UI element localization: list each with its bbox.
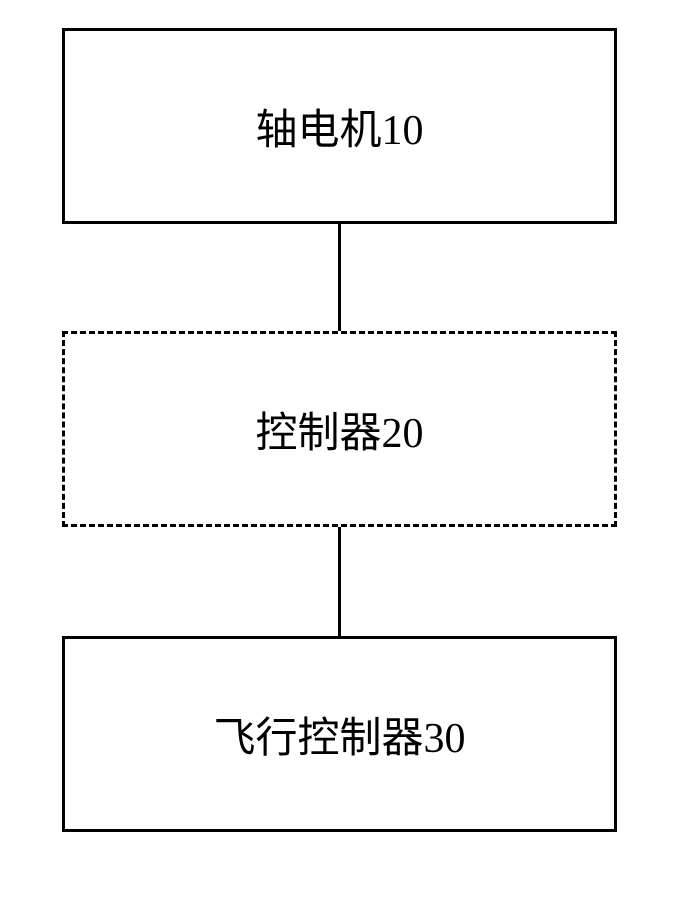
node-axis-motor-label: 轴电机10 bbox=[255, 96, 423, 157]
node-controller-label: 控制器20 bbox=[255, 399, 423, 460]
flowchart-diagram: 轴电机10 控制器20 飞行控制器30 bbox=[0, 0, 681, 911]
edge-motor-to-controller bbox=[338, 224, 341, 331]
edge-controller-to-flight-controller bbox=[338, 527, 341, 636]
node-axis-motor: 轴电机10 bbox=[62, 28, 617, 224]
node-flight-controller-label: 飞行控制器30 bbox=[213, 704, 465, 765]
node-flight-controller: 飞行控制器30 bbox=[62, 636, 617, 832]
node-controller: 控制器20 bbox=[62, 331, 617, 527]
